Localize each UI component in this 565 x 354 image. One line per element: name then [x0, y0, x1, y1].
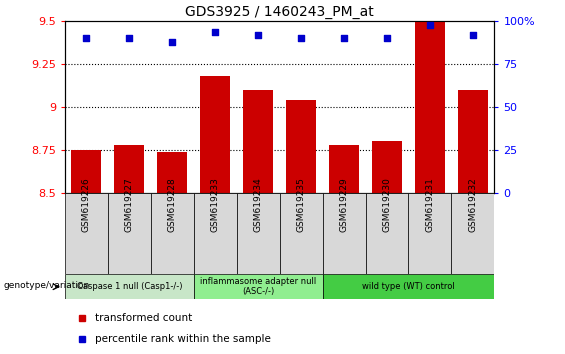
Text: Caspase 1 null (Casp1-/-): Caspase 1 null (Casp1-/-): [77, 282, 182, 291]
Point: [254, 32, 263, 38]
Text: wild type (WT) control: wild type (WT) control: [362, 282, 455, 291]
Point: [425, 22, 434, 28]
Bar: [237, 193, 280, 274]
Point: [82, 35, 91, 41]
Bar: [372, 141, 402, 193]
Text: transformed count: transformed count: [95, 313, 192, 323]
Bar: [151, 193, 194, 274]
Text: GSM619226: GSM619226: [82, 177, 91, 232]
Text: genotype/variation: genotype/variation: [3, 281, 89, 290]
Bar: [243, 90, 273, 193]
Bar: [108, 193, 151, 274]
Text: GSM619227: GSM619227: [125, 177, 134, 232]
Text: GSM619231: GSM619231: [425, 177, 434, 232]
Bar: [280, 193, 323, 274]
Bar: [366, 193, 408, 274]
Text: GSM619233: GSM619233: [211, 177, 220, 232]
Bar: [114, 145, 145, 193]
Bar: [451, 193, 494, 274]
Bar: [286, 100, 316, 193]
Bar: [194, 193, 237, 274]
Bar: [157, 152, 188, 193]
Text: GSM619229: GSM619229: [340, 177, 349, 232]
Text: GSM619234: GSM619234: [254, 177, 263, 232]
Bar: [408, 193, 451, 274]
Bar: [65, 274, 194, 299]
Text: GSM619228: GSM619228: [168, 177, 177, 232]
Text: percentile rank within the sample: percentile rank within the sample: [95, 334, 271, 344]
Bar: [458, 90, 488, 193]
Bar: [415, 21, 445, 193]
Point: [383, 35, 392, 41]
Bar: [200, 76, 231, 193]
Point: [340, 35, 349, 41]
Text: GSM619230: GSM619230: [383, 177, 392, 232]
Bar: [194, 274, 323, 299]
Bar: [71, 150, 102, 193]
Bar: [65, 193, 108, 274]
Text: GSM619235: GSM619235: [297, 177, 306, 232]
Point: [468, 32, 477, 38]
Text: inflammasome adapter null
(ASC-/-): inflammasome adapter null (ASC-/-): [200, 277, 316, 296]
Bar: [323, 274, 494, 299]
Bar: [329, 145, 359, 193]
Point: [211, 29, 220, 34]
Point: [168, 39, 177, 45]
Point: [125, 35, 134, 41]
Point: [297, 35, 306, 41]
Title: GDS3925 / 1460243_PM_at: GDS3925 / 1460243_PM_at: [185, 5, 374, 19]
Bar: [323, 193, 366, 274]
Text: GSM619232: GSM619232: [468, 177, 477, 232]
